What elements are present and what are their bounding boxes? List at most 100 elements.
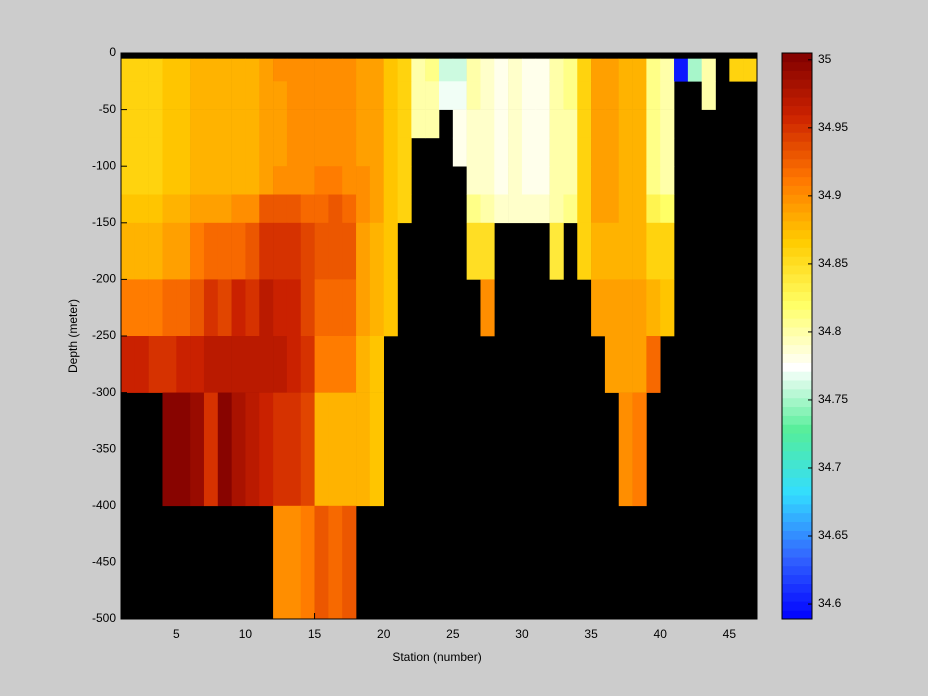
x-tick-label: 5 bbox=[173, 627, 180, 641]
heatmap-cell bbox=[176, 392, 191, 507]
y-tick-label: -400 bbox=[92, 498, 116, 512]
y-tick-label: -50 bbox=[99, 102, 117, 116]
heatmap-cell bbox=[508, 194, 523, 224]
heatmap-cell bbox=[314, 109, 329, 139]
x-tick-label: 40 bbox=[654, 627, 668, 641]
heatmap-cell bbox=[286, 166, 302, 195]
heatmap-cell bbox=[259, 58, 274, 82]
heatmap-cell bbox=[203, 392, 219, 507]
heatmap-cell bbox=[342, 392, 357, 507]
heatmap-cell bbox=[342, 336, 357, 393]
colorbar-band bbox=[782, 229, 812, 240]
colorbar-band bbox=[782, 336, 812, 346]
colorbar-band bbox=[782, 353, 812, 363]
y-tick-label: 0 bbox=[109, 45, 116, 59]
heatmap-cell bbox=[466, 166, 481, 195]
heatmap-cell bbox=[314, 194, 329, 224]
heatmap-cell bbox=[162, 194, 177, 224]
heatmap-cell bbox=[245, 194, 260, 224]
heatmap-cell bbox=[632, 81, 647, 110]
colorbar-tick-label: 34.75 bbox=[818, 392, 848, 406]
heatmap-cell bbox=[618, 336, 633, 393]
colorbar-band bbox=[782, 574, 812, 584]
heatmap-cell bbox=[521, 58, 537, 82]
heatmap-cell bbox=[632, 194, 647, 224]
heatmap-cell bbox=[369, 279, 384, 337]
colorbar-band bbox=[782, 247, 812, 257]
colorbar-band bbox=[782, 610, 812, 620]
heatmap-cell bbox=[314, 58, 329, 82]
heatmap-cell bbox=[273, 137, 288, 167]
heatmap-cell bbox=[134, 137, 149, 167]
colorbar-band bbox=[782, 539, 812, 549]
heatmap-cell bbox=[646, 222, 661, 280]
heatmap-cell bbox=[549, 166, 564, 195]
heatmap-cell bbox=[632, 137, 647, 167]
colorbar-band bbox=[782, 486, 812, 496]
heatmap-cell bbox=[286, 109, 302, 139]
y-tick-label: -300 bbox=[92, 385, 116, 399]
heatmap-cell bbox=[231, 109, 246, 139]
y-tick-label: -150 bbox=[92, 215, 116, 229]
heatmap-cell bbox=[660, 81, 675, 110]
heatmap-cell bbox=[604, 194, 620, 224]
heatmap-cell bbox=[356, 109, 371, 139]
heatmap-cell bbox=[286, 336, 302, 393]
heatmap-cell bbox=[231, 279, 246, 337]
colorbar-band bbox=[782, 221, 812, 231]
heatmap-cell bbox=[300, 392, 315, 507]
heatmap-cell bbox=[259, 81, 274, 110]
colorbar-band bbox=[782, 185, 812, 195]
heatmap-cell bbox=[273, 279, 288, 337]
heatmap-cell bbox=[286, 505, 302, 620]
heatmap-cell bbox=[604, 222, 620, 280]
heatmap-cell bbox=[245, 392, 260, 507]
heatmap-cell bbox=[300, 81, 315, 110]
colorbar-band bbox=[782, 282, 812, 293]
colorbar-band bbox=[782, 318, 812, 328]
heatmap-cell bbox=[231, 137, 246, 167]
colorbar-band bbox=[782, 194, 812, 204]
heatmap-cell bbox=[356, 137, 371, 167]
heatmap-cell bbox=[245, 336, 260, 393]
heatmap-cell bbox=[701, 81, 716, 110]
heatmap-cell bbox=[646, 81, 661, 110]
heatmap-cell bbox=[203, 58, 219, 82]
colorbar-band bbox=[782, 415, 812, 425]
heatmap-cell bbox=[273, 222, 288, 280]
heatmap-cell bbox=[356, 58, 371, 82]
colorbar-band bbox=[782, 212, 812, 222]
colorbar-band bbox=[782, 309, 812, 319]
heatmap-cell bbox=[134, 222, 149, 280]
y-tick-label: -100 bbox=[92, 158, 116, 172]
heatmap-cell bbox=[591, 279, 606, 337]
colorbar-frame bbox=[781, 52, 813, 620]
heatmap-cell bbox=[356, 279, 371, 337]
heatmap-cell bbox=[176, 81, 191, 110]
heatmap-cell bbox=[148, 81, 163, 110]
heatmap-cell bbox=[383, 194, 398, 224]
colorbar-band bbox=[782, 106, 812, 116]
heatmap-cell bbox=[148, 194, 163, 224]
heatmap-cell bbox=[549, 81, 564, 110]
heatmap-cell bbox=[383, 166, 398, 195]
colorbar-band bbox=[782, 132, 812, 142]
heatmap-cell bbox=[328, 81, 343, 110]
colorbar-band bbox=[782, 150, 812, 160]
heatmap-cell bbox=[563, 81, 578, 110]
heatmap-cell bbox=[646, 58, 661, 82]
heatmap-cell bbox=[591, 58, 606, 82]
heatmap-cell bbox=[121, 194, 136, 224]
heatmap-cell bbox=[217, 392, 232, 507]
heatmap-cell bbox=[273, 505, 288, 620]
colorbar-tick-label: 34.7 bbox=[818, 460, 842, 474]
heatmap-cell bbox=[604, 58, 620, 82]
colorbar-band bbox=[782, 459, 812, 469]
heatmap-cell bbox=[591, 194, 606, 224]
colorbar-band bbox=[782, 88, 812, 98]
heatmap-cell bbox=[217, 166, 232, 195]
heatmap-cell bbox=[632, 336, 647, 393]
heatmap-cell bbox=[466, 81, 481, 110]
colorbar-band bbox=[782, 97, 812, 107]
